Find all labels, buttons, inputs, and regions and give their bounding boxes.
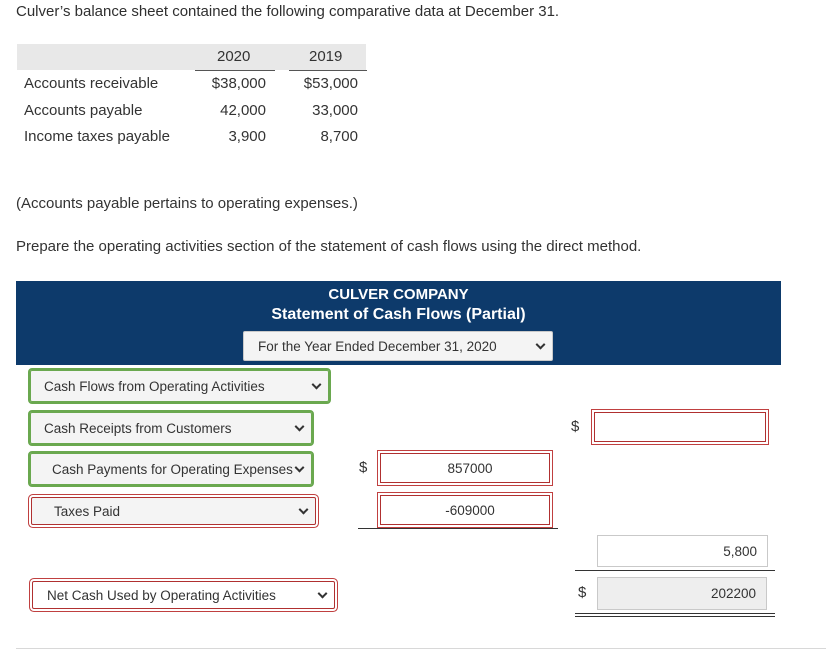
- total-rule: [575, 613, 775, 614]
- currency-symbol: $: [571, 418, 580, 435]
- value-ap-2019: 33,000: [312, 102, 358, 119]
- period-select-value: For the Year Ended December 31, 2020: [258, 339, 497, 354]
- column-underline: [195, 70, 275, 71]
- taxes-select[interactable]: Taxes Paid: [31, 497, 316, 525]
- value-ar-2020: $38,000: [211, 75, 266, 92]
- note-text: (Accounts payable pertains to operating …: [16, 195, 358, 212]
- currency-symbol: $: [359, 459, 368, 476]
- period-select[interactable]: For the Year Ended December 31, 2020: [243, 331, 553, 361]
- section-select[interactable]: Cash Flows from Operating Activities: [28, 368, 331, 404]
- section-divider: [16, 648, 826, 649]
- company-name: CULVER COMPANY: [328, 286, 469, 303]
- intro-text: Culver’s balance sheet contained the fol…: [16, 3, 560, 20]
- payments-input[interactable]: 857000: [380, 453, 550, 483]
- receipts-select[interactable]: Cash Receipts from Customers: [28, 410, 314, 446]
- column-header-2020: 2020: [217, 48, 251, 65]
- balance-table-header: [17, 44, 366, 70]
- payments-select[interactable]: Cash Payments for Operating Expenses: [28, 451, 314, 487]
- row-label-income-taxes-payable: Income taxes payable: [24, 128, 170, 145]
- value-itp-2019: 8,700: [320, 128, 358, 145]
- chevron-down-icon: [294, 462, 305, 473]
- chevron-down-icon: [311, 379, 322, 390]
- chevron-down-icon: [535, 339, 546, 350]
- chevron-down-icon: [298, 504, 309, 515]
- row-label-accounts-receivable: Accounts receivable: [24, 75, 159, 92]
- net-cash-select-value: Net Cash Used by Operating Activities: [47, 587, 276, 603]
- subtotal-input[interactable]: 5,800: [597, 535, 768, 567]
- column-underline: [289, 70, 367, 71]
- payments-select-value: Cash Payments for Operating Expenses: [52, 461, 293, 477]
- net-cash-select[interactable]: Net Cash Used by Operating Activities: [32, 581, 335, 609]
- receipts-total-input[interactable]: [594, 412, 766, 442]
- net-cash-input[interactable]: 202200: [597, 577, 767, 610]
- value-ar-2019: $53,000: [303, 75, 358, 92]
- taxes-select-value: Taxes Paid: [54, 503, 121, 519]
- section-select-value: Cash Flows from Operating Activities: [44, 378, 265, 394]
- value-ap-2020: 42,000: [220, 102, 266, 119]
- currency-symbol: $: [578, 584, 587, 601]
- taxes-input[interactable]: -609000: [380, 495, 550, 525]
- instruction-text: Prepare the operating activities section…: [16, 238, 642, 255]
- value-itp-2020: 3,900: [228, 128, 266, 145]
- statement-title: Statement of Cash Flows (Partial): [271, 306, 526, 323]
- row-label-accounts-payable: Accounts payable: [24, 102, 143, 119]
- column-header-2019: 2019: [309, 48, 343, 65]
- chevron-down-icon: [294, 421, 305, 432]
- receipts-select-value: Cash Receipts from Customers: [44, 420, 232, 436]
- subtotal-rule: [575, 570, 775, 571]
- chevron-down-icon: [317, 588, 328, 599]
- subtotal-rule: [358, 528, 558, 529]
- total-double-rule: [575, 616, 775, 617]
